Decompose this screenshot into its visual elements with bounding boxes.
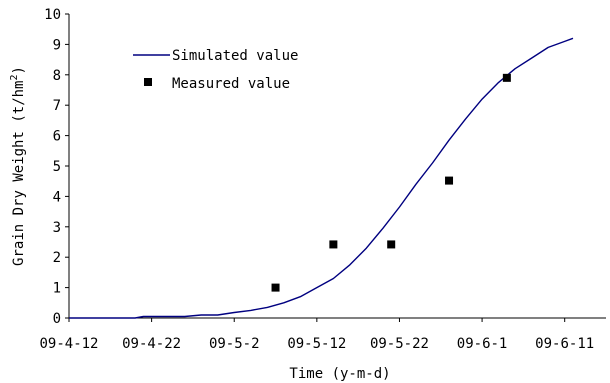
data-point-measured bbox=[502, 73, 511, 82]
legend: Simulated value Measured value bbox=[133, 48, 298, 92]
data-point-measured bbox=[329, 240, 338, 249]
x-tick-label: 09-6-1 bbox=[457, 336, 508, 352]
y-tick-label: 3 bbox=[53, 220, 61, 236]
data-point-measured bbox=[387, 240, 396, 249]
x-ticks: 09-4-12 09-4-22 09-5-2 09-5-12 09-5-22 09-6-1… bbox=[39, 318, 594, 352]
y-tick-label: 8 bbox=[53, 68, 61, 84]
x-tick-label: 09-4-22 bbox=[122, 336, 181, 352]
y-tick-label: 10 bbox=[44, 7, 61, 23]
y-tick-label: 5 bbox=[53, 159, 61, 175]
plot-area bbox=[69, 37, 574, 319]
y-axis-label-superscript: 2 bbox=[9, 74, 20, 80]
x-axis-label: Time (y-m-d) bbox=[289, 366, 390, 382]
y-axis-label: Grain Dry Weight (t/hm2) bbox=[9, 66, 27, 266]
x-tick-label: 09-6-11 bbox=[535, 336, 594, 352]
legend-label-measured: Measured value bbox=[172, 76, 290, 92]
y-tick-label: 1 bbox=[53, 281, 61, 297]
y-axis-label-end: ) bbox=[11, 66, 27, 74]
legend-marker-swatch bbox=[144, 78, 152, 86]
y-tick-label: 4 bbox=[53, 189, 61, 205]
y-ticks: 0 1 2 3 4 5 6 7 8 9 10 bbox=[44, 7, 69, 327]
x-tick-label: 09-5-2 bbox=[209, 336, 260, 352]
data-point-measured bbox=[445, 176, 454, 185]
y-tick-label: 2 bbox=[53, 250, 61, 266]
legend-label-simulated: Simulated value bbox=[172, 48, 298, 64]
y-tick-label: 7 bbox=[53, 98, 61, 114]
data-point-measured bbox=[271, 283, 280, 292]
x-tick-label: 09-4-12 bbox=[39, 336, 98, 352]
y-tick-label: 0 bbox=[53, 311, 61, 327]
x-tick-label: 09-5-12 bbox=[287, 336, 346, 352]
y-axis-label-main: Grain Dry Weight (t/hm bbox=[11, 81, 27, 266]
y-tick-label: 9 bbox=[53, 37, 61, 53]
y-tick-label: 6 bbox=[53, 129, 61, 145]
x-tick-label: 09-5-22 bbox=[370, 336, 429, 352]
